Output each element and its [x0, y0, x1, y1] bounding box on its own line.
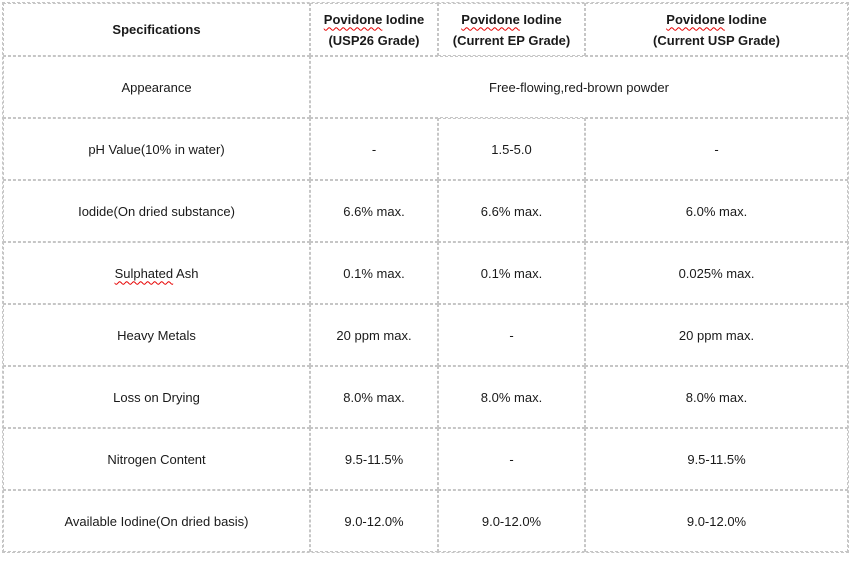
misspelled-word: Sulphated	[114, 265, 174, 281]
header-product-name-rest: Iodine	[382, 11, 425, 27]
value-cell-usp: 0.025% max.	[585, 242, 848, 304]
value-cell-usp26: 0.1% max.	[310, 242, 438, 304]
table-row-heavy-metals: Heavy Metals 20 ppm max. - 20 ppm max.	[3, 304, 848, 366]
header-product-name-rest: Iodine	[724, 11, 767, 27]
value-cell-usp26: 20 ppm max.	[310, 304, 438, 366]
table-header-row: Specifications Povidone Iodine (USP26 Gr…	[3, 3, 848, 56]
table-row-loss-on-drying: Loss on Drying 8.0% max. 8.0% max. 8.0% …	[3, 366, 848, 428]
table-row-sulphated-ash: Sulphated Ash 0.1% max. 0.1% max. 0.025%…	[3, 242, 848, 304]
header-grade-line: (USP26 Grade)	[328, 32, 420, 48]
header-current-ep-grade: Povidone Iodine (Current EP Grade)	[438, 3, 585, 56]
table-row-ph-value: pH Value(10% in water) - 1.5-5.0 -	[3, 118, 848, 180]
value-cell-usp26: -	[310, 118, 438, 180]
value-cell-ep: -	[438, 304, 585, 366]
header-product-name: Povidone Iodine	[666, 12, 766, 27]
table-row-appearance: Appearance Free-flowing,red-brown powder	[3, 56, 848, 118]
header-product-name-rest: Iodine	[519, 11, 562, 27]
spec-cell-rest: Ash	[173, 265, 199, 281]
value-cell-usp: 9.5-11.5%	[585, 428, 848, 490]
value-cell-usp: 8.0% max.	[585, 366, 848, 428]
misspelled-word: Povidone	[323, 11, 383, 27]
value-cell-usp: 20 ppm max.	[585, 304, 848, 366]
spec-cell: Heavy Metals	[3, 304, 310, 366]
specifications-table: Specifications Povidone Iodine (USP26 Gr…	[2, 2, 849, 553]
table-row-iodide: Iodide(On dried substance) 6.6% max. 6.6…	[3, 180, 848, 242]
value-cell-ep: 6.6% max.	[438, 180, 585, 242]
spec-cell: Nitrogen Content	[3, 428, 310, 490]
table-row-available-iodine: Available Iodine(On dried basis) 9.0-12.…	[3, 490, 848, 552]
value-cell-usp: 9.0-12.0%	[585, 490, 848, 552]
spec-cell: Sulphated Ash	[3, 242, 310, 304]
header-grade-line: (Current EP Grade)	[452, 32, 571, 48]
value-cell-ep: 9.0-12.0%	[438, 490, 585, 552]
table-row-nitrogen-content: Nitrogen Content 9.5-11.5% - 9.5-11.5%	[3, 428, 848, 490]
value-cell-ep: 0.1% max.	[438, 242, 585, 304]
value-cell-usp26: 9.0-12.0%	[310, 490, 438, 552]
value-cell-usp26: 6.6% max.	[310, 180, 438, 242]
value-cell-ep: 1.5-5.0	[438, 118, 585, 180]
misspelled-word: Povidone	[666, 11, 725, 27]
value-cell-usp: -	[585, 118, 848, 180]
header-usp26-grade: Povidone Iodine (USP26 Grade)	[310, 3, 438, 56]
value-cell-ep: 8.0% max.	[438, 366, 585, 428]
misspelled-word: Povidone	[461, 11, 520, 27]
header-grade-line: (Current USP Grade)	[653, 32, 780, 48]
header-current-usp-grade: Povidone Iodine (Current USP Grade)	[585, 3, 848, 56]
header-specifications: Specifications	[3, 3, 310, 56]
value-cell-usp26: 9.5-11.5%	[310, 428, 438, 490]
header-product-name: Povidone Iodine	[324, 12, 424, 27]
header-product-name: Povidone Iodine	[461, 12, 561, 27]
value-cell-usp26: 8.0% max.	[310, 366, 438, 428]
spec-cell: Loss on Drying	[3, 366, 310, 428]
value-cell-ep: -	[438, 428, 585, 490]
merged-value-cell: Free-flowing,red-brown powder	[310, 56, 848, 118]
spec-cell: Appearance	[3, 56, 310, 118]
spec-cell: Iodide(On dried substance)	[3, 180, 310, 242]
value-cell-usp: 6.0% max.	[585, 180, 848, 242]
spec-cell: pH Value(10% in water)	[3, 118, 310, 180]
spec-cell: Available Iodine(On dried basis)	[3, 490, 310, 552]
